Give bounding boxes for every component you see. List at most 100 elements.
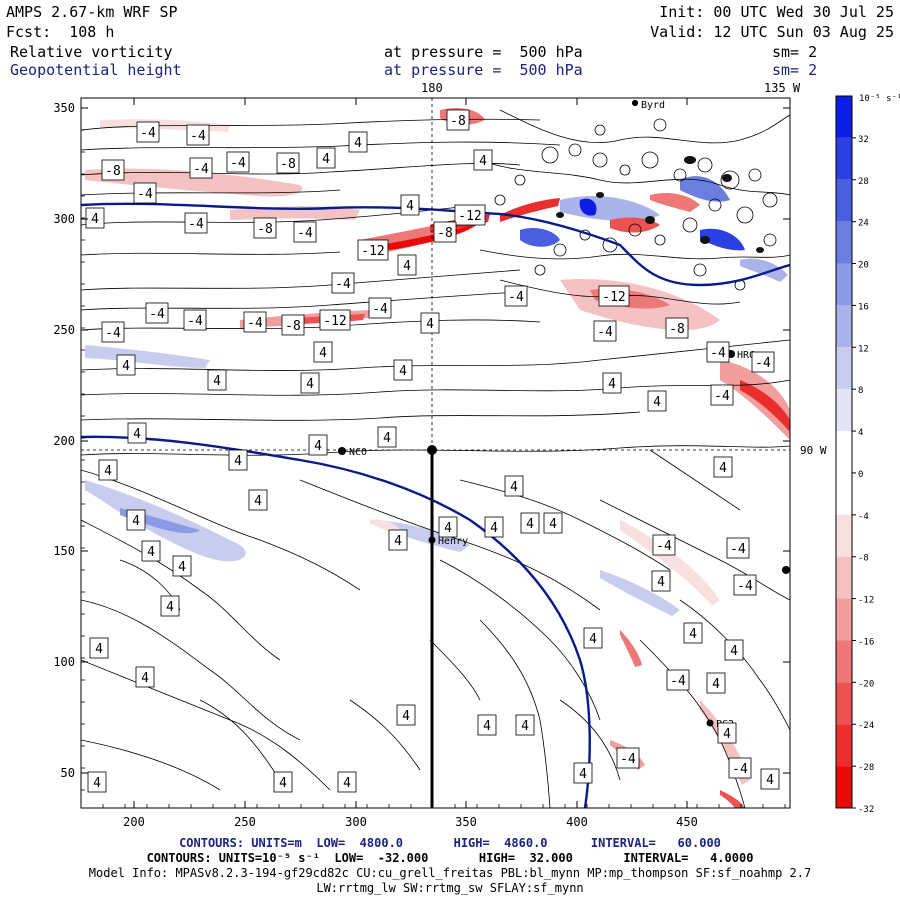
contour-value-label: 4 <box>377 426 397 448</box>
contour-value-label: 4 <box>473 149 493 171</box>
svg-text:-8: -8 <box>669 322 685 337</box>
colorbar-swatch <box>836 514 852 557</box>
svg-text:-4: -4 <box>597 325 613 340</box>
contour-value-label: 4 <box>141 540 161 562</box>
colorbar-label: 4 <box>858 428 863 438</box>
svg-text:-4: -4 <box>297 226 313 241</box>
contour-value-label: 4 <box>393 359 413 381</box>
svg-text:-12: -12 <box>602 290 625 305</box>
contour-value-label: 4 <box>207 369 227 391</box>
svg-text:4: 4 <box>766 773 774 788</box>
svg-text:-4: -4 <box>188 217 204 232</box>
svg-text:4: 4 <box>657 575 665 590</box>
contour-value-label: -8 <box>446 109 470 131</box>
colorbar-swatch <box>836 640 852 683</box>
svg-text:4: 4 <box>719 461 727 476</box>
svg-text:4: 4 <box>306 377 314 392</box>
contour-value-label: 4 <box>397 254 417 276</box>
colorbar-label: 32 <box>858 135 869 145</box>
contour-value-label: -4 <box>733 574 757 596</box>
contour-value-label: 4 <box>98 459 118 481</box>
svg-text:4: 4 <box>314 439 322 454</box>
colorbar-swatch <box>836 556 852 599</box>
colorbar-label: 12 <box>858 344 869 354</box>
contour-value-label: -8 <box>101 159 125 181</box>
contour-value-label: 4 <box>760 768 780 790</box>
svg-text:-4: -4 <box>714 389 730 404</box>
x-tick-label: 350 <box>455 815 477 829</box>
svg-text:4: 4 <box>521 719 529 734</box>
contour-value-label: 4 <box>300 372 320 394</box>
init-time: Init: 00 UTC Wed 30 Jul 25 <box>659 3 894 21</box>
svg-text:4: 4 <box>178 560 186 575</box>
svg-text:-4: -4 <box>187 314 203 329</box>
svg-text:-8: -8 <box>105 164 121 179</box>
svg-text:4: 4 <box>343 776 351 791</box>
model-title: AMPS 2.67-km WRF SP <box>6 3 178 21</box>
colorbar-swatch <box>836 179 852 222</box>
contour-value-label: 4 <box>543 512 563 534</box>
contour-labels: -4 -4 4 -8 -8 -4 -4 -8 4 4 -4 4 -12 4 -4 -8 -4 -8 -12 4 -4 -4… <box>85 109 780 793</box>
svg-text:4: 4 <box>579 767 587 782</box>
field2-smooth: sm= 2 <box>772 61 818 79</box>
contour-value-label: 4 <box>89 637 109 659</box>
footer-model-info: Model Info: MPASv8.2.3-194-gf29cd82c CU:… <box>88 866 812 880</box>
contour-value-label: 4 <box>420 312 440 334</box>
x-tick-label: 400 <box>566 815 588 829</box>
colorbar-label: 8 <box>858 386 863 396</box>
svg-text:4: 4 <box>166 600 174 615</box>
contour-value-label: -4 <box>101 321 125 343</box>
contour-value-label: -4 <box>189 157 213 179</box>
contour-value-label: -4 <box>243 311 267 333</box>
field2-name: Geopotential height <box>10 61 182 79</box>
colorbar-label: 24 <box>858 219 869 229</box>
svg-text:4: 4 <box>589 632 597 647</box>
geopotential-contours <box>81 202 790 808</box>
svg-text:4: 4 <box>444 521 452 536</box>
contour-value-label: 4 <box>308 434 328 456</box>
contour-value-label: 4 <box>477 714 497 736</box>
svg-text:-4: -4 <box>737 579 753 594</box>
svg-text:-4: -4 <box>620 752 636 767</box>
svg-text:4: 4 <box>608 377 616 392</box>
colorbar-label: -16 <box>858 637 874 647</box>
svg-text:4: 4 <box>279 776 287 791</box>
contour-value-label: -8 <box>665 317 689 339</box>
colorbar-label: -20 <box>858 679 874 689</box>
contour-value-label: 4 <box>504 475 524 497</box>
field1-name: Relative vorticity <box>10 43 173 61</box>
svg-text:4: 4 <box>213 374 221 389</box>
contour-value-label: 4 <box>651 570 671 592</box>
svg-text:-4: -4 <box>656 539 672 554</box>
contour-value-label: -4 <box>226 151 250 173</box>
colorbar-swatch <box>836 431 852 473</box>
forecast-hour: Fcst: 108 h <box>6 23 115 41</box>
footer-vorticity-contours: CONTOURS: UNITS=10⁻⁵ s⁻¹ LOW= -32.000 HI… <box>146 851 754 865</box>
contour-value-label: 4 <box>116 354 136 376</box>
svg-text:4: 4 <box>319 346 327 361</box>
contour-value-label: -4 <box>184 212 208 234</box>
svg-text:-4: -4 <box>230 156 246 171</box>
svg-text:-4: -4 <box>732 762 748 777</box>
colorbar-label: 16 <box>858 302 869 312</box>
colorbar-swatch <box>836 221 852 264</box>
svg-text:-8: -8 <box>285 319 301 334</box>
contour-value-label: 4 <box>724 639 744 661</box>
svg-text:-4: -4 <box>105 326 121 341</box>
colorbar-label: -12 <box>858 596 874 606</box>
contour-value-label: -4 <box>183 309 207 331</box>
svg-text:-4: -4 <box>710 346 726 361</box>
station-markers: NCO Henry HRC PC2 Byrd <box>338 100 790 730</box>
colorbar-swatch <box>836 766 852 808</box>
svg-text:4: 4 <box>402 709 410 724</box>
contour-value-label: -4 <box>186 124 210 146</box>
station-nco-label: NCO <box>349 447 367 458</box>
svg-text:-4: -4 <box>670 674 686 689</box>
contour-value-label: -4 <box>751 351 775 373</box>
contour-value-label: 4 <box>313 341 333 363</box>
contour-value-label: -4 <box>133 182 157 204</box>
contour-value-label: 4 <box>396 704 416 726</box>
svg-text:-4: -4 <box>755 356 771 371</box>
reference-lines <box>81 98 790 451</box>
x-tick-label: 450 <box>676 815 698 829</box>
